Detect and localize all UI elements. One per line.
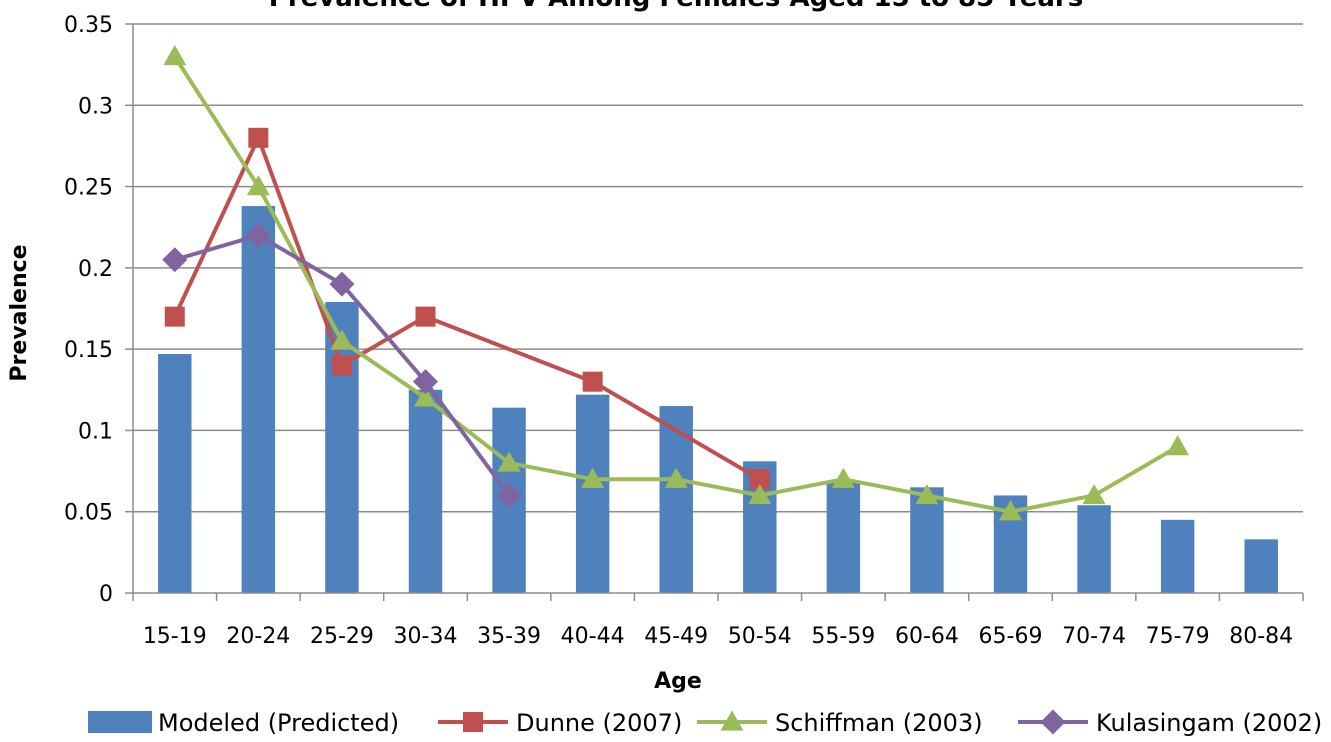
x-tick-label: 30-34: [394, 624, 458, 649]
bar: [1077, 505, 1111, 593]
legend-label: Kulasingam (2002): [1096, 709, 1322, 737]
y-tick-label: 0.05: [64, 501, 113, 526]
legend-item: Dunne (2007): [438, 709, 682, 737]
legend-item: Modeled (Predicted): [88, 709, 399, 737]
bar: [1244, 539, 1278, 593]
y-tick-label: 0.25: [64, 176, 113, 201]
series-line: [163, 45, 1190, 521]
data-point: [246, 175, 270, 196]
bar: [910, 487, 944, 593]
data-point: [163, 45, 187, 66]
axes: [125, 23, 1304, 601]
line-series: [162, 45, 1190, 521]
x-tick-label: 75-79: [1146, 624, 1210, 649]
y-tick-label: 0: [99, 582, 113, 607]
bar: [826, 480, 861, 593]
data-point: [248, 127, 269, 148]
x-tick-label: 70-74: [1062, 624, 1126, 649]
legend-label: Schiffman (2003): [775, 709, 983, 737]
data-point: [664, 467, 688, 488]
legend-label: Modeled (Predicted): [158, 709, 399, 737]
bar-series: [158, 206, 1278, 593]
bar: [241, 206, 276, 593]
x-tick-label: 50-54: [728, 624, 792, 649]
y-tick-label: 0.3: [78, 94, 113, 119]
data-point: [748, 483, 772, 505]
legend: Modeled (Predicted) Dunne (2007) Schiffman…: [88, 709, 1322, 737]
series-line: [162, 222, 522, 508]
data-point: [915, 483, 939, 505]
legend-item: Kulasingam (2002): [1018, 709, 1322, 737]
bar: [575, 394, 610, 593]
x-axis-title: Age: [654, 669, 702, 694]
x-tick-label: 25-29: [310, 624, 374, 649]
legend-marker: [463, 712, 483, 732]
y-tick-label: 0.2: [78, 257, 113, 282]
data-point: [162, 247, 188, 273]
data-point: [164, 306, 185, 327]
x-tick-label: 65-69: [979, 624, 1043, 649]
y-tick-label: 0.35: [64, 13, 113, 38]
data-point: [999, 500, 1022, 521]
data-point: [831, 467, 855, 488]
x-tick-label: 55-59: [811, 624, 875, 649]
x-tick-label: 35-39: [477, 624, 541, 649]
bar: [158, 354, 192, 593]
y-tick-label: 0.15: [64, 338, 113, 363]
x-tick-label: 40-44: [561, 624, 625, 649]
x-tick-label: 60-64: [895, 624, 959, 649]
x-tick-labels: 15-19 20-24 25-29 30-34 35-39 40-44 45-49 50-54…: [143, 624, 1293, 649]
legend-label: Dunne (2007): [516, 709, 682, 737]
x-tick-label: 20-24: [226, 624, 290, 649]
data-point: [749, 469, 770, 490]
data-point: [414, 386, 437, 407]
legend-marker: [720, 710, 744, 731]
y-tick-label: 0.1: [78, 419, 113, 444]
y-tick-labels: 0 0.05 0.1 0.15 0.2 0.25 0.3 0.35: [64, 13, 113, 607]
bar: [408, 389, 443, 593]
x-tick-label: 80-84: [1229, 624, 1293, 649]
data-point: [497, 451, 521, 472]
x-tick-label: 45-49: [644, 624, 708, 649]
data-point: [329, 271, 355, 297]
data-point: [1166, 435, 1190, 456]
data-point: [582, 371, 603, 392]
legend-marker: [1040, 709, 1066, 735]
data-point: [496, 482, 522, 508]
legend-swatch: [88, 711, 152, 733]
data-point: [415, 306, 436, 327]
x-tick-label: 15-19: [143, 624, 207, 649]
data-point: [413, 369, 438, 395]
data-point: [330, 329, 354, 350]
data-point: [331, 355, 352, 376]
legend-item: Schiffman (2003): [697, 709, 983, 737]
y-axis-title: Prevalence: [7, 244, 32, 381]
chart-title: Prevalence of HPV Among Females Aged 15 …: [269, 0, 1083, 13]
bar: [1160, 519, 1195, 593]
data-point: [1082, 483, 1106, 505]
data-point: [581, 467, 605, 488]
bar: [659, 406, 693, 593]
gridlines: [133, 23, 1303, 513]
data-point: [245, 222, 271, 248]
